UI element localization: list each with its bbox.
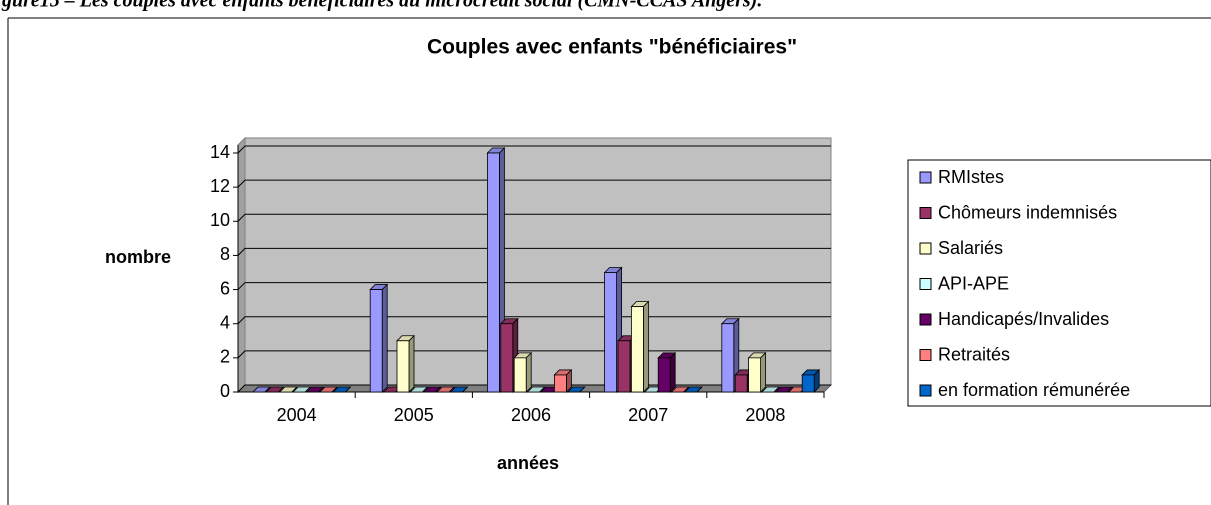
legend-swatch — [919, 313, 932, 326]
y-axis-label: nombre — [105, 247, 171, 267]
y-tick-label: 10 — [210, 210, 230, 230]
bar — [500, 323, 514, 393]
bar-side — [422, 386, 428, 393]
bar — [486, 152, 500, 393]
bar — [748, 357, 761, 393]
x-tick-label: 2005 — [394, 405, 434, 425]
legend-box — [907, 159, 1211, 407]
bar-side — [760, 351, 766, 393]
bar-side — [669, 351, 676, 393]
legend-swatch — [919, 207, 932, 219]
grid-line — [237, 145, 831, 154]
bar-side — [381, 283, 388, 393]
caption: gure15 – Les couples avec enfants bénéfi… — [1, 0, 762, 12]
legend-label: Salariés — [938, 238, 1003, 258]
y-tick-label: 2 — [220, 347, 230, 367]
legend-swatch — [919, 278, 932, 290]
y-tick-label: 14 — [210, 142, 230, 162]
bar-side — [264, 386, 271, 393]
bar-side — [448, 386, 455, 393]
bar — [657, 357, 671, 393]
legend-label: Handicapés/Invalides — [938, 309, 1109, 329]
bar — [631, 306, 644, 393]
x-tick-label: 2007 — [628, 405, 668, 425]
bar-side — [291, 386, 298, 393]
x-tick-label: 2006 — [511, 405, 551, 425]
bar-side — [345, 386, 351, 393]
x-tick-label: 2004 — [277, 405, 317, 425]
legend-label: API-APE — [938, 273, 1009, 293]
bar — [513, 357, 527, 393]
bar — [617, 340, 631, 393]
bar — [604, 272, 617, 393]
back-wall — [244, 137, 832, 386]
bar-side — [525, 351, 532, 393]
grid-line — [237, 179, 831, 188]
grid-line — [237, 213, 831, 222]
y-tick-label: 12 — [210, 176, 230, 196]
y-tick-label: 4 — [220, 312, 230, 332]
bar-side — [539, 386, 545, 393]
legend-swatch — [919, 349, 932, 361]
bar-side — [462, 386, 468, 393]
x-tick-label: 2008 — [745, 405, 785, 425]
bar-side — [435, 386, 442, 393]
legend-label: en formation rémunérée — [938, 380, 1130, 400]
legend-label: Retraités — [938, 344, 1010, 364]
bar-side — [773, 386, 780, 393]
grid-line — [237, 282, 831, 290]
grid-line — [237, 247, 831, 256]
bar-side — [683, 386, 689, 393]
y-tick-label: 6 — [220, 278, 230, 298]
bar-side — [787, 386, 793, 393]
y-tick-label: 0 — [220, 381, 230, 401]
bar-side — [579, 386, 586, 393]
y-tick-label: 8 — [220, 244, 230, 264]
bar — [369, 289, 383, 393]
chart-title: Couples avec enfants "bénéficiaires" — [427, 36, 797, 59]
bar — [801, 374, 815, 393]
legend-swatch — [919, 384, 932, 397]
legend-swatch — [919, 171, 932, 184]
bar — [554, 374, 567, 393]
bar — [734, 374, 748, 393]
bar — [721, 323, 735, 393]
bar-side — [408, 334, 415, 393]
bar-side — [643, 300, 649, 393]
legend-swatch — [919, 242, 932, 255]
bar-side — [331, 386, 338, 393]
bar-side — [696, 386, 703, 393]
legend-label: Chômeurs indemnisés — [938, 202, 1117, 222]
bar — [396, 340, 410, 393]
legend-label: RMIstes — [938, 167, 1004, 187]
bar-side — [278, 386, 284, 393]
bar-side — [318, 386, 324, 393]
x-axis-label: années — [497, 453, 559, 473]
bar-side — [304, 386, 311, 393]
